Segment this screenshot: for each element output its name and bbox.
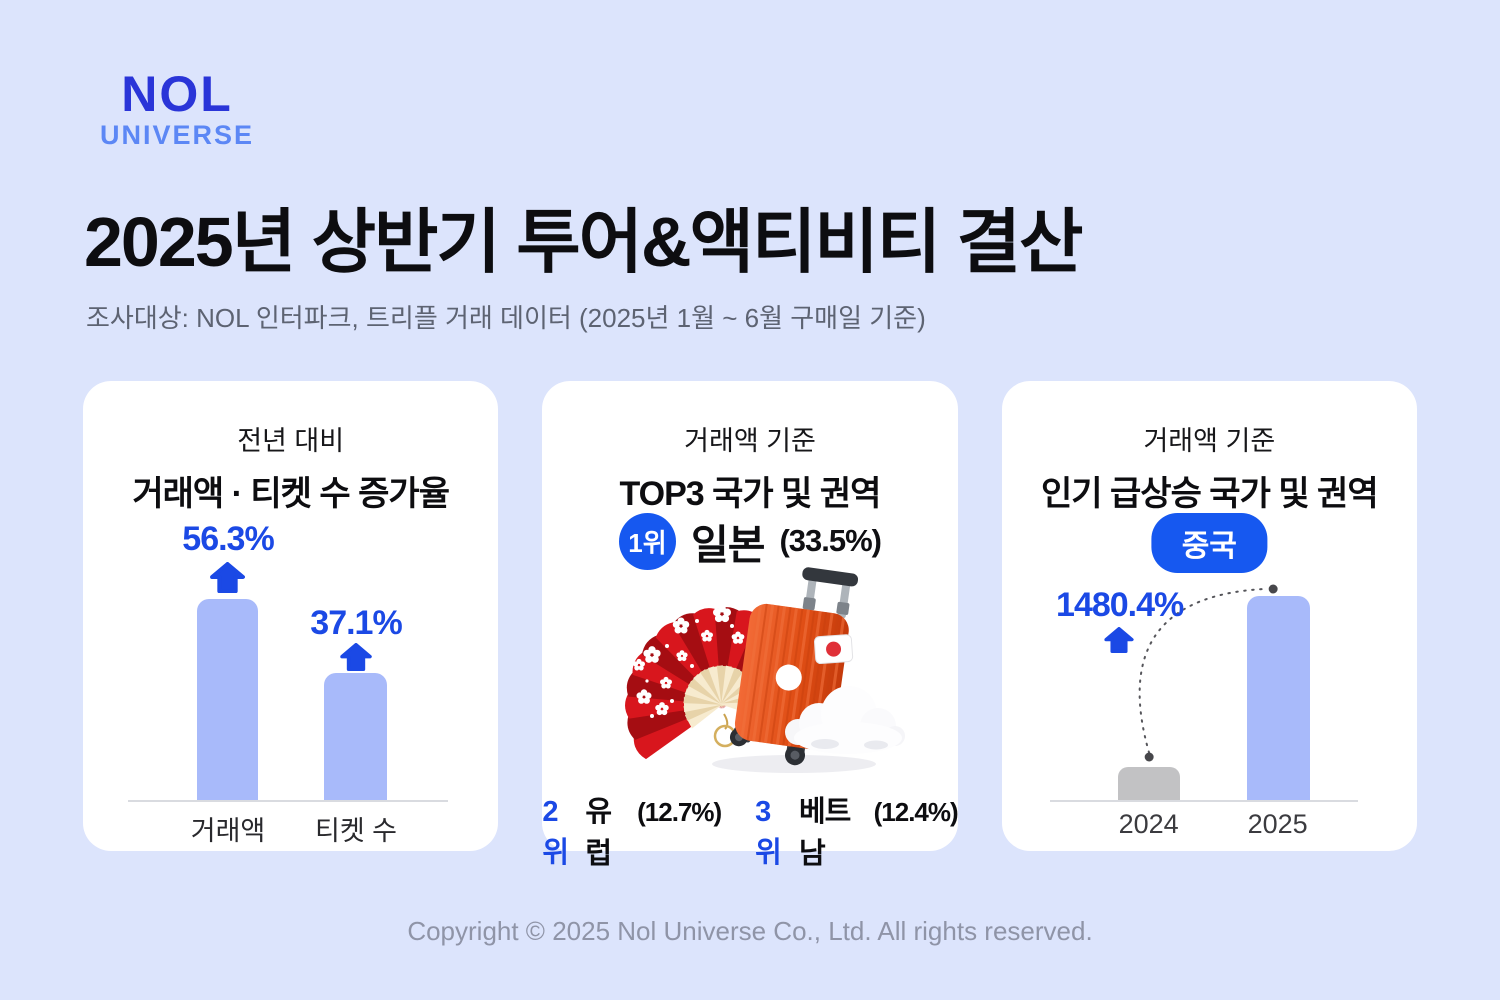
card2-title: TOP3 국가 및 권역 xyxy=(619,475,882,513)
rank3-item: 3위 베트남 (12.4%) xyxy=(755,788,959,872)
card1-title: 거래액 · 티켓 수 증가율 xyxy=(132,475,450,513)
rank3-share: (12.4%) xyxy=(873,797,959,827)
card2-subtitle: 거래액 기준 xyxy=(684,426,816,456)
rank3-label: 3위 xyxy=(755,796,782,869)
card1-subtitle: 전년 대비 xyxy=(237,426,345,456)
cloud-icon xyxy=(785,686,906,754)
region-badge-china: 중국 xyxy=(1151,513,1267,573)
rank1-badge: 1위 xyxy=(618,512,676,570)
page-subtitle: 조사대상: NOL 인터파크, 트리플 거래 데이터 (2025년 1월 ~ 6… xyxy=(86,303,926,333)
category-label-tickets: 티켓 수 xyxy=(314,816,398,846)
value-label-transaction: 56.3% xyxy=(182,520,274,558)
copyright-text: Copyright © 2025 Nol Universe Co., Ltd. … xyxy=(407,916,1093,946)
arrow-up-icon xyxy=(1104,627,1134,653)
bar-ticket-count xyxy=(324,673,387,802)
category-label-2025: 2025 xyxy=(1247,809,1308,839)
arrow-up-icon xyxy=(210,562,245,593)
card-rising-region: 거래액 기준 인기 급상승 국가 및 권역 중국 1480.4% 2024 20… xyxy=(1001,381,1417,851)
rank2-item: 2위 유럽 (12.7%) xyxy=(542,788,722,872)
bar-2024 xyxy=(1117,767,1180,802)
cards-row: 전년 대비 거래액 · 티켓 수 증가율 56.3% 37.1% 거래액 티켓 … xyxy=(83,381,1417,870)
rank1-share: (33.5%) xyxy=(779,523,882,558)
card-growth-rate: 전년 대비 거래액 · 티켓 수 증가율 56.3% 37.1% 거래액 티켓 … xyxy=(83,381,499,851)
rank1-country: 일본 xyxy=(690,522,765,568)
bar-transaction-amount xyxy=(197,599,258,802)
japan-flag-sticker xyxy=(814,634,854,665)
page-title: 2025년 상반기 투어&액티비티 결산 xyxy=(84,203,1083,281)
card-top3-regions: 거래액 기준 TOP3 국가 및 권역 1위 일본 (33.5%) xyxy=(542,381,959,870)
category-label-transaction: 거래액 xyxy=(190,816,266,846)
bar-2025 xyxy=(1246,596,1310,802)
axis-baseline xyxy=(128,800,448,802)
japan-travel-illustration xyxy=(624,567,906,773)
rank3-country: 베트남 xyxy=(798,796,851,870)
suitcase-icon xyxy=(730,567,859,766)
rank1-row: 1위 일본 (33.5%) xyxy=(542,511,957,571)
logo-text-nol: NOL xyxy=(121,66,233,122)
axis-baseline xyxy=(1049,800,1358,802)
rank2-share: (12.7%) xyxy=(637,797,722,827)
category-label-2024: 2024 xyxy=(1118,809,1179,839)
growth-curve xyxy=(1138,584,1278,762)
rank2-label: 2위 xyxy=(542,796,569,869)
arrow-up-icon xyxy=(340,643,372,671)
value-label-tickets: 37.1% xyxy=(310,604,402,642)
growth-value-label: 1480.4% xyxy=(1056,586,1184,624)
rank2-rank3-row: 2위 유럽 (12.7%) 3위 베트남 (12.4%) xyxy=(542,788,959,872)
logo-text-universe: UNIVERSE xyxy=(99,119,255,150)
card3-title: 인기 급상승 국가 및 권역 xyxy=(1041,475,1379,513)
rank2-country: 유럽 xyxy=(585,796,612,870)
nol-universe-logo: NOL UNIVERSE xyxy=(84,68,270,150)
card3-subtitle: 거래액 기준 xyxy=(1143,426,1276,456)
